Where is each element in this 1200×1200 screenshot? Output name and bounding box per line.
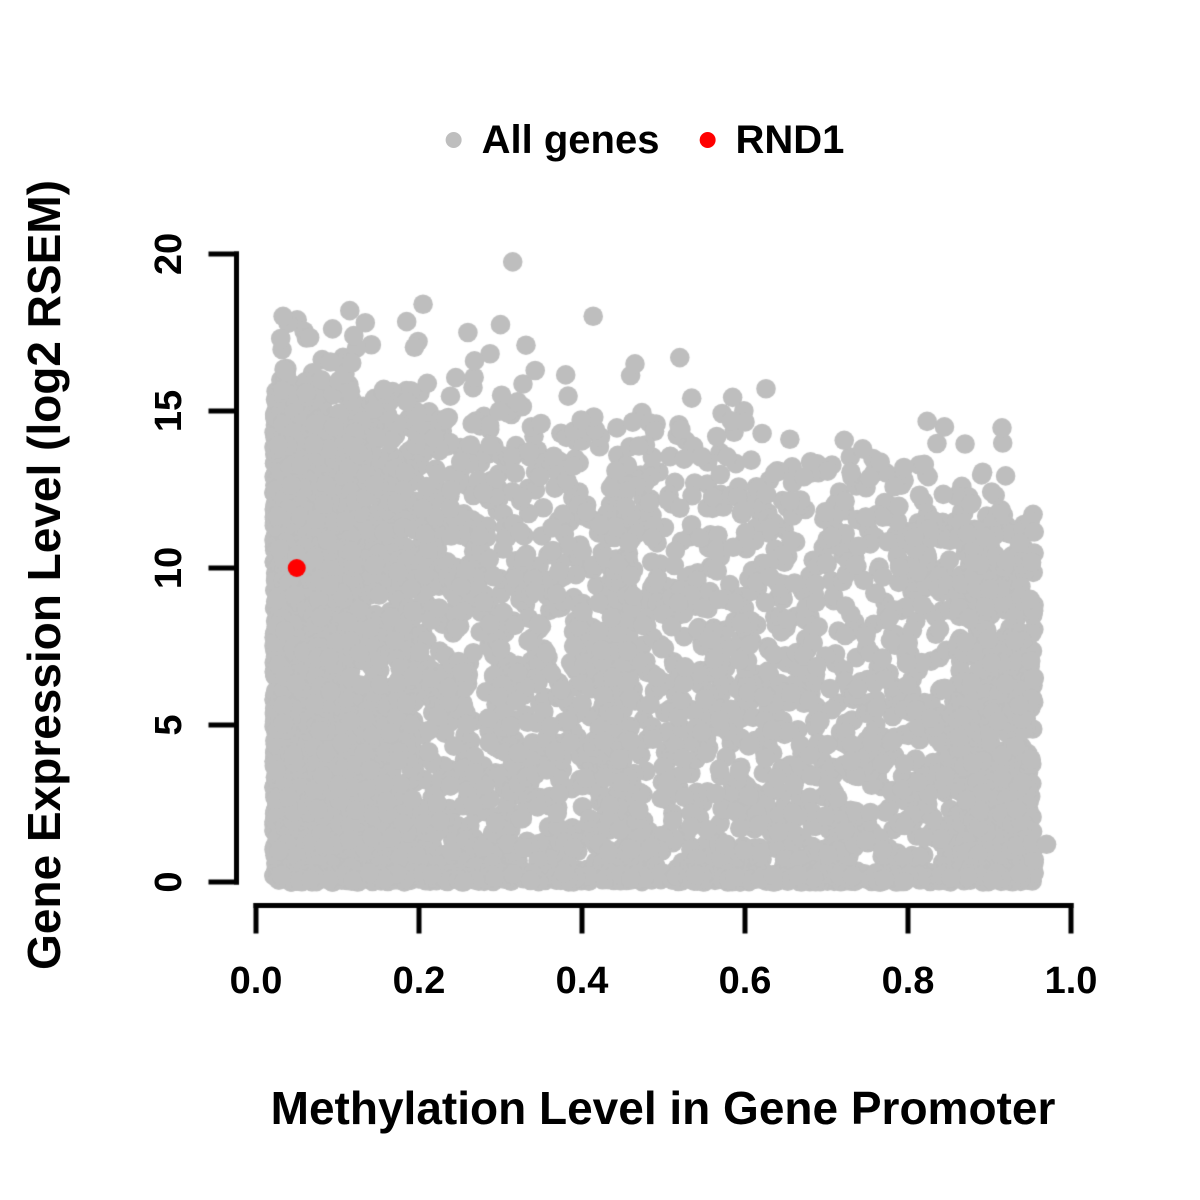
x-tick-label: 0.2 — [392, 960, 446, 1002]
x-tick-label: 1.0 — [1044, 960, 1098, 1002]
legend-label-all-genes: All genes — [481, 118, 660, 162]
x-tick-label: 0.8 — [881, 960, 935, 1002]
legend-label-rnd1: RND1 — [735, 118, 845, 162]
y-tick-label: 0 — [148, 871, 190, 893]
x-axis-title: Methylation Level in Gene Promoter — [270, 1082, 1056, 1134]
red-dot-icon — [699, 132, 716, 148]
y-axis-title: Gene Expression Level (log2 RSEM) — [18, 180, 70, 970]
legend-item-rnd1: RND1 — [699, 120, 844, 160]
y-tick-label: 20 — [148, 232, 190, 276]
x-tick-label: 0.6 — [718, 960, 772, 1002]
gray-dot-icon — [445, 132, 462, 148]
legend-item-all-genes: All genes — [445, 118, 660, 162]
legend: All genes RND1 — [445, 118, 844, 162]
x-tick-label: 0.0 — [229, 960, 283, 1002]
y-tick-label: 5 — [148, 714, 190, 736]
x-tick-label: 0.4 — [555, 960, 609, 1002]
y-tick-label: 10 — [148, 546, 190, 590]
y-tick-label: 15 — [148, 389, 190, 433]
